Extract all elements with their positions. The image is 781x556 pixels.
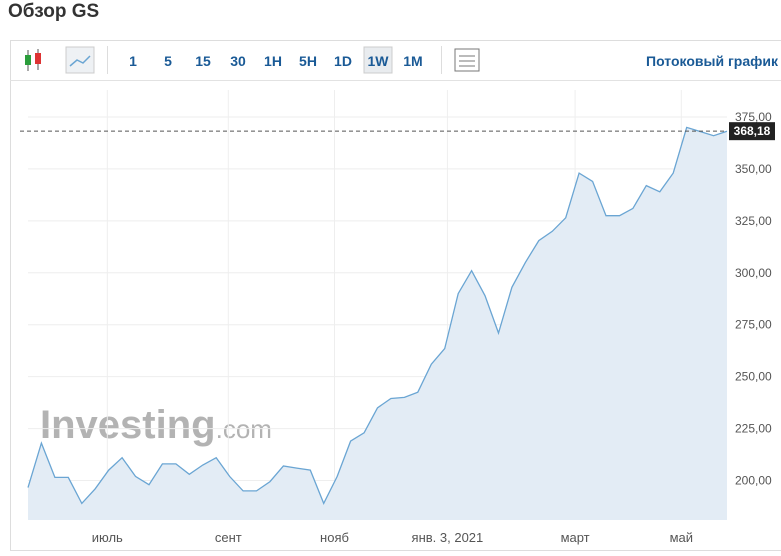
interval-button[interactable]: 1D: [334, 53, 352, 69]
y-tick-label: 375,00: [735, 110, 772, 124]
table-icon[interactable]: [455, 49, 479, 71]
y-tick-label: 325,00: [735, 214, 772, 228]
interval-button[interactable]: 15: [195, 53, 211, 69]
interval-button[interactable]: 1H: [264, 53, 282, 69]
y-tick-label: 250,00: [735, 370, 772, 384]
title: Обзор GS: [8, 1, 99, 22]
stream-link[interactable]: Потоковый график: [646, 53, 779, 69]
x-tick-label: март: [561, 530, 590, 545]
y-tick-label: 300,00: [735, 266, 772, 280]
x-tick-label: сент: [215, 530, 242, 545]
last-price-label: 368,18: [734, 124, 771, 138]
candle-icon[interactable]: [25, 49, 41, 71]
interval-button[interactable]: 30: [230, 53, 246, 69]
x-tick-label: нояб: [320, 530, 349, 545]
y-tick-label: 225,00: [735, 422, 772, 436]
y-tick-label: 275,00: [735, 318, 772, 332]
interval-button[interactable]: 1: [129, 53, 137, 69]
x-tick-label: июль: [92, 530, 123, 545]
watermark: Investing.com: [40, 403, 272, 447]
interval-button[interactable]: 5: [164, 53, 172, 69]
y-tick-label: 200,00: [735, 474, 772, 488]
area-icon[interactable]: [66, 47, 94, 73]
interval-button[interactable]: 1M: [403, 53, 422, 69]
interval-button[interactable]: 1W: [368, 53, 390, 69]
x-tick-label: янв. 3, 2021: [412, 530, 484, 545]
interval-button[interactable]: 5H: [299, 53, 317, 69]
area-fill: [28, 127, 727, 520]
y-tick-label: 350,00: [735, 162, 772, 176]
x-tick-label: май: [670, 530, 693, 545]
